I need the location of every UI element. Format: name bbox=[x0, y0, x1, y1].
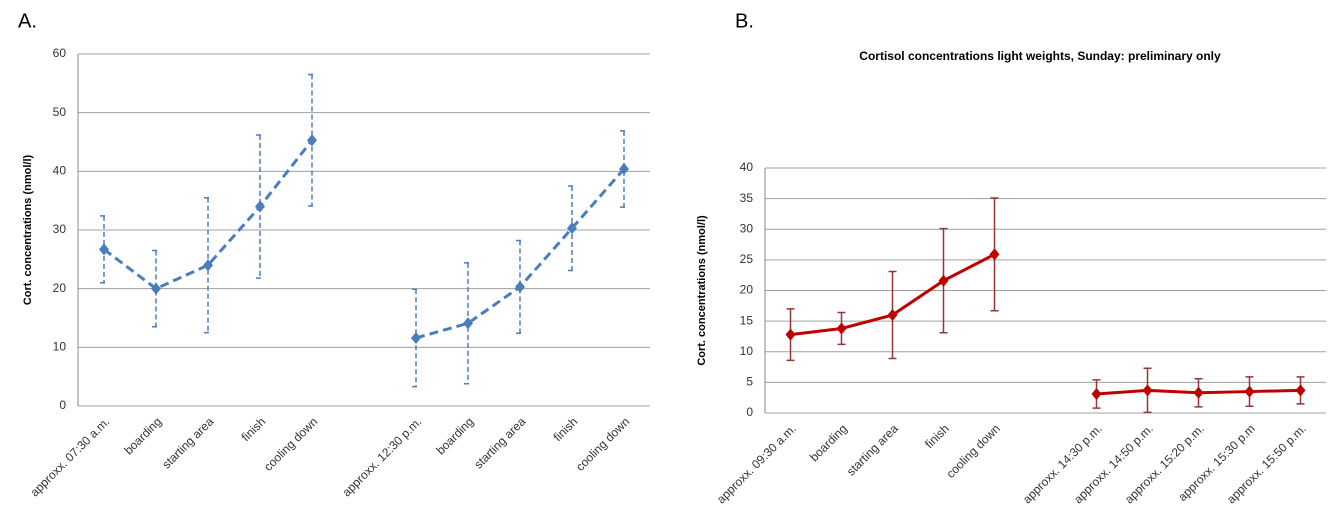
x-tick-label: cooling down bbox=[943, 421, 1002, 480]
x-tick-label: finish bbox=[922, 421, 952, 451]
marker bbox=[151, 282, 161, 295]
marker bbox=[1091, 388, 1102, 401]
error-bar bbox=[256, 134, 264, 279]
y-tick-label: 0 bbox=[59, 398, 66, 412]
marker bbox=[619, 162, 629, 175]
x-tick-label: finish bbox=[239, 414, 269, 444]
marker bbox=[836, 322, 847, 335]
y-tick-label: 30 bbox=[53, 222, 67, 236]
marker bbox=[255, 200, 265, 213]
marker bbox=[567, 222, 577, 235]
marker bbox=[989, 248, 1000, 261]
marker bbox=[203, 259, 213, 272]
x-tick-label: starting area bbox=[844, 421, 901, 478]
y-tick-label: 25 bbox=[740, 252, 754, 266]
y-tick-label: 40 bbox=[53, 164, 67, 178]
y-tick-label: 30 bbox=[740, 221, 754, 235]
y-tick-label: 10 bbox=[53, 340, 67, 354]
error-bar bbox=[152, 249, 160, 328]
y-axis-label: Cort. concentrations (nmol/l) bbox=[696, 215, 708, 366]
y-tick-label: 60 bbox=[53, 46, 67, 60]
x-tick-label: cooling down bbox=[573, 414, 632, 473]
panel-label: B. bbox=[735, 10, 754, 32]
marker bbox=[887, 309, 898, 321]
y-tick-label: 40 bbox=[740, 160, 754, 174]
data-line bbox=[103, 139, 626, 340]
x-tick-label: boarding bbox=[807, 421, 850, 464]
x-tick-label: starting area bbox=[471, 414, 528, 471]
marker bbox=[785, 328, 796, 341]
marker bbox=[1244, 385, 1255, 398]
y-tick-label: 10 bbox=[740, 344, 754, 358]
y-tick-label: 50 bbox=[53, 105, 67, 119]
y-tick-label: 35 bbox=[740, 191, 754, 205]
marker bbox=[99, 243, 109, 256]
y-tick-label: 20 bbox=[53, 281, 67, 295]
chart-title: Cortisol concentrations light weights, S… bbox=[859, 49, 1221, 63]
y-tick-label: 20 bbox=[740, 283, 754, 297]
marker bbox=[938, 274, 949, 287]
x-tick-label: starting area bbox=[159, 414, 216, 471]
x-tick-label: approxx. 12:30 p.m. bbox=[339, 414, 424, 499]
data-line bbox=[790, 253, 1301, 396]
marker bbox=[515, 280, 525, 293]
marker bbox=[411, 331, 421, 344]
marker bbox=[1193, 386, 1204, 399]
y-tick-label: 5 bbox=[746, 375, 753, 389]
error-bar bbox=[620, 130, 628, 208]
x-tick-label: boarding bbox=[433, 414, 476, 457]
x-tick-label: cooling down bbox=[261, 414, 320, 473]
marker bbox=[1142, 384, 1153, 397]
x-tick-label: approxx. 09:30 a.m. bbox=[714, 421, 799, 506]
x-tick-label: finish bbox=[551, 414, 581, 444]
error-bar bbox=[516, 239, 524, 335]
x-tick-label: boarding bbox=[121, 414, 164, 457]
marker bbox=[307, 134, 317, 147]
y-tick-label: 15 bbox=[740, 313, 754, 327]
marker bbox=[1295, 384, 1306, 397]
x-tick-label: approxx. 07:30 a.m. bbox=[27, 414, 112, 499]
y-tick-label: 0 bbox=[746, 405, 753, 419]
panel-label: A. bbox=[18, 10, 37, 32]
marker bbox=[463, 317, 473, 330]
y-axis-label: Cort. concentrations (nmol/l) bbox=[22, 154, 34, 305]
